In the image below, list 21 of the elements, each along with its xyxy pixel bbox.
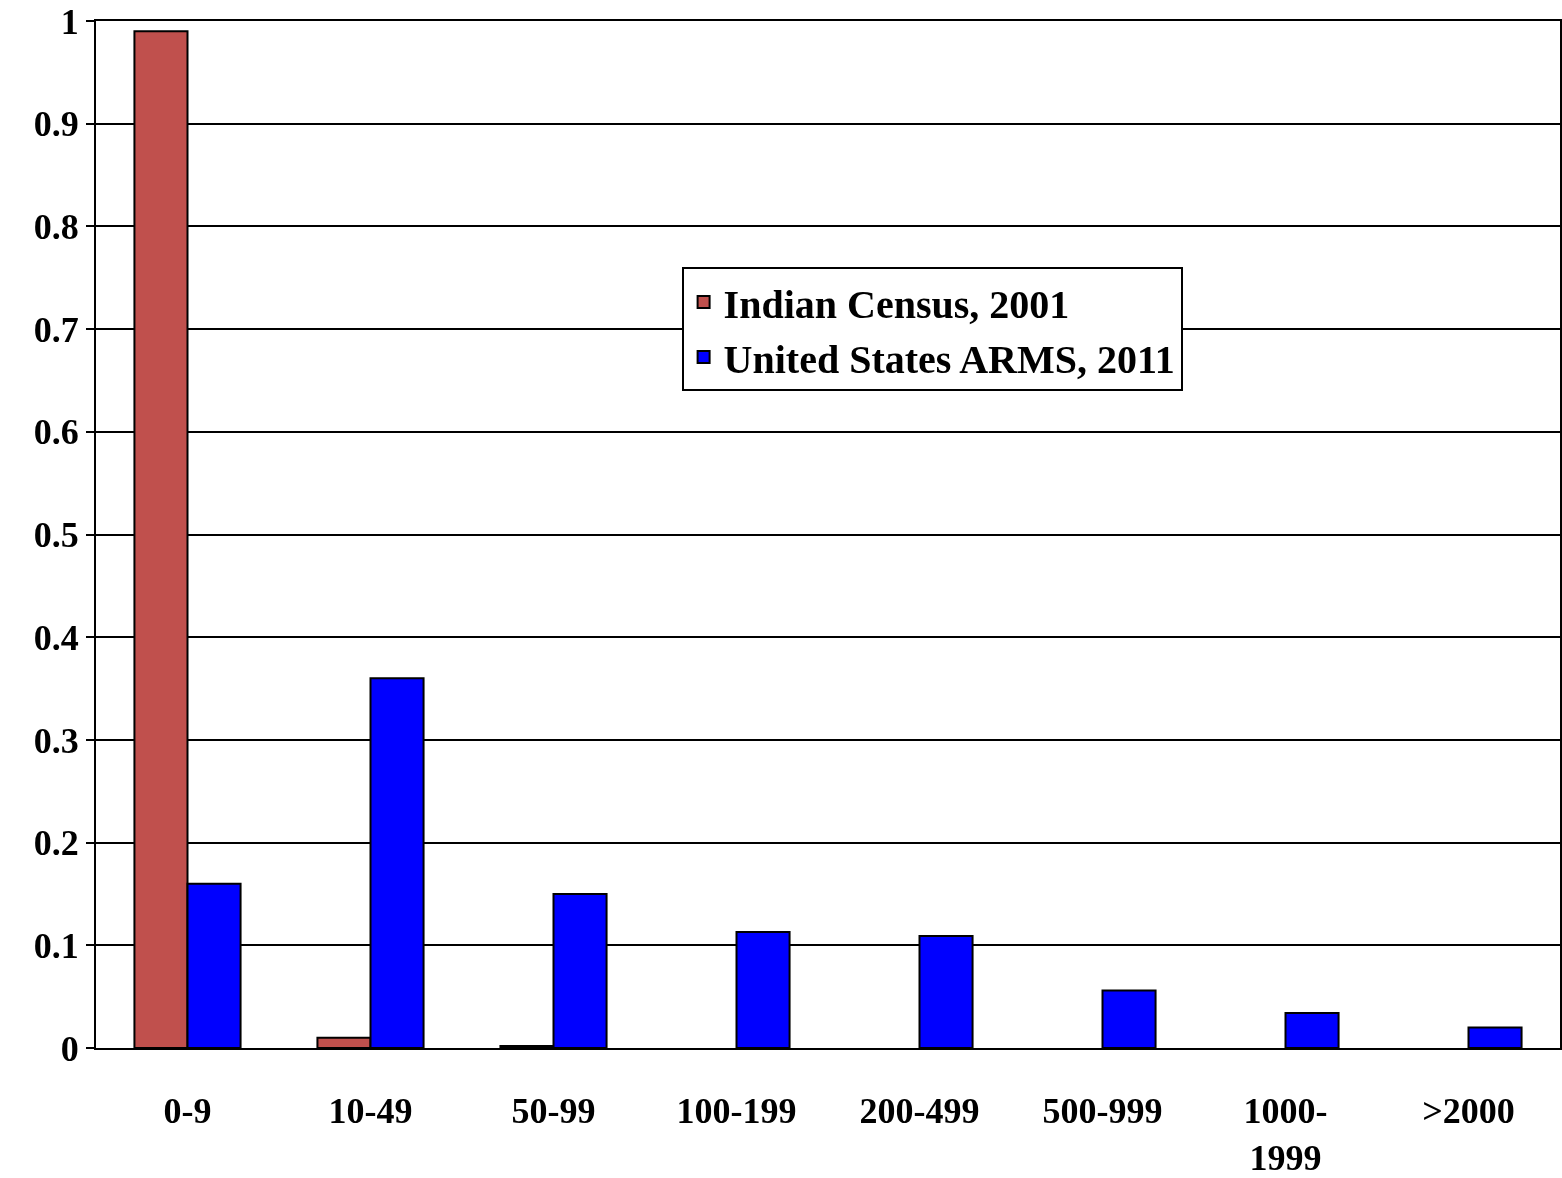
x-tick-label: 500-999 xyxy=(1042,1091,1163,1132)
y-tick-label: 0 xyxy=(60,1028,79,1069)
y-tick-label: 0.2 xyxy=(33,823,79,864)
x-tick-label: 1000- 1999 xyxy=(1243,1091,1328,1178)
x-tick-label: 0-9 xyxy=(163,1091,212,1132)
x-tick-label: >2000 xyxy=(1422,1091,1515,1132)
x-tick-label: 10-49 xyxy=(328,1091,413,1132)
y-tick-label: 0.5 xyxy=(33,515,79,556)
legend-label: Indian Census, 2001 xyxy=(723,281,1070,327)
y-tick-label: 0.7 xyxy=(33,309,79,350)
legend-label: United States ARMS, 2011 xyxy=(723,336,1175,382)
y-tick-label: 0.3 xyxy=(33,720,79,761)
x-tick-label: 50-99 xyxy=(511,1091,596,1132)
x-tick-label: 200-499 xyxy=(859,1091,980,1132)
y-tick-label: 0.4 xyxy=(33,617,79,658)
y-tick-label: 1 xyxy=(60,1,79,42)
y-tick-label: 0.8 xyxy=(33,207,79,247)
y-tick-label: 0.1 xyxy=(33,925,79,966)
y-tick-label: 0.9 xyxy=(33,104,79,145)
y-tick-label: 0.6 xyxy=(33,412,79,453)
x-tick-label: 100-199 xyxy=(676,1091,797,1132)
